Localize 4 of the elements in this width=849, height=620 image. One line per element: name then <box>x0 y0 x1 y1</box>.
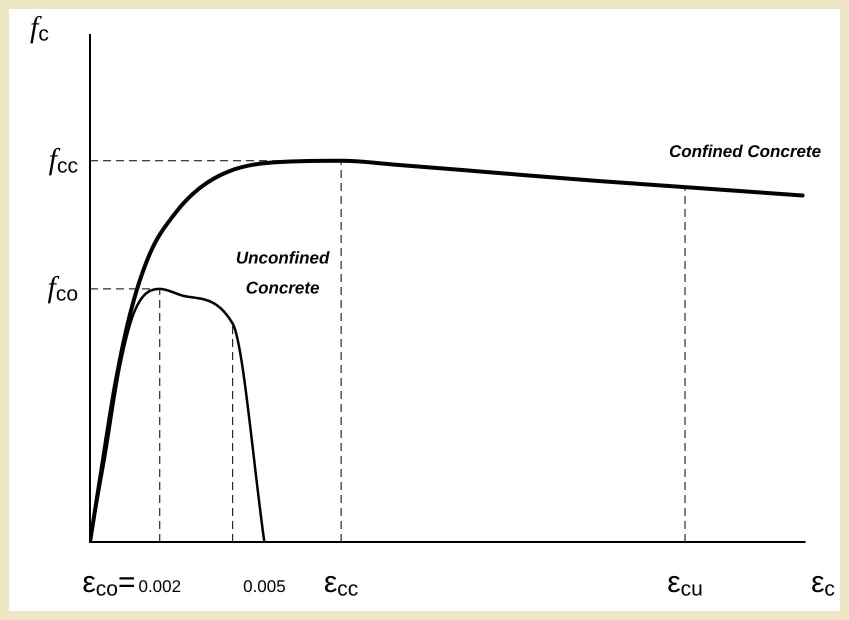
series-label: Confined Concrete <box>668 142 822 162</box>
series-label: Unconfined Concrete <box>236 248 330 298</box>
x-tick-label: 0.005 <box>243 577 286 596</box>
x-tick-label: 0.002 <box>138 577 182 596</box>
